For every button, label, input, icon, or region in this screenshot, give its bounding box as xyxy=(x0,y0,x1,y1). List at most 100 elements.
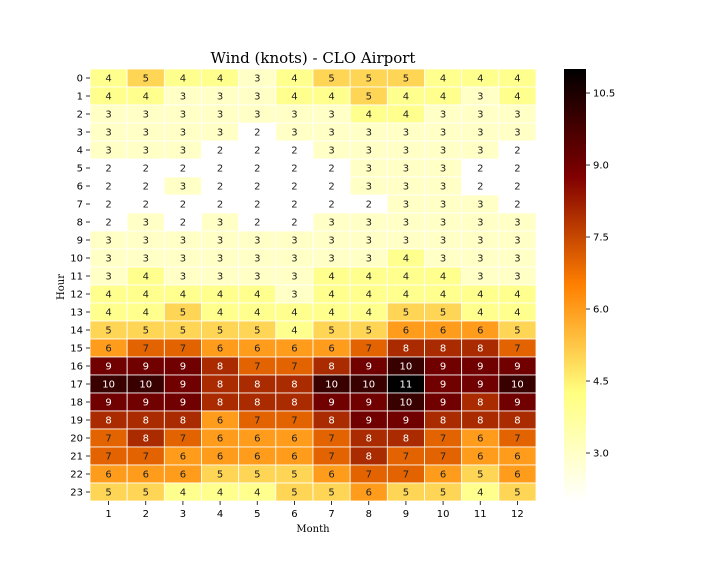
cell-value-label: 7 xyxy=(143,452,149,463)
y-tick-label: 23 xyxy=(70,488,83,499)
cell-value-label: 8 xyxy=(217,380,223,391)
cell-value-label: 3 xyxy=(366,146,372,157)
cell-value-label: 4 xyxy=(403,92,409,103)
x-tick-label: 5 xyxy=(254,509,260,520)
cell-value-label: 10 xyxy=(102,380,115,391)
cell-value-label: 4 xyxy=(217,74,223,85)
y-tick-label: 13 xyxy=(70,308,83,319)
cell-value-label: 6 xyxy=(440,470,446,481)
cell-value-label: 9 xyxy=(514,362,520,373)
cell-value-label: 3 xyxy=(328,236,334,247)
cell-value-label: 3 xyxy=(440,218,446,229)
y-tick-label: 20 xyxy=(70,434,83,445)
cell-value-label: 3 xyxy=(217,218,223,229)
cell-value-label: 3 xyxy=(366,128,372,139)
cell-value-label: 3 xyxy=(217,128,223,139)
cell-value-label: 8 xyxy=(217,362,223,373)
cell-value-label: 8 xyxy=(328,362,334,373)
cell-value-label: 6 xyxy=(291,434,297,445)
cell-value-label: 4 xyxy=(143,92,149,103)
cell-value-label: 3 xyxy=(477,200,483,211)
cell-value-label: 4 xyxy=(143,290,149,301)
cell-value-label: 6 xyxy=(403,326,409,337)
cell-value-label: 3 xyxy=(291,272,297,283)
cell-value-label: 4 xyxy=(217,308,223,319)
cell-value-label: 8 xyxy=(254,380,260,391)
cell-value-label: 2 xyxy=(254,146,260,157)
cell-value-label: 5 xyxy=(105,326,111,337)
cell-value-label: 5 xyxy=(180,326,186,337)
cell-value-label: 3 xyxy=(514,254,520,265)
cell-value-label: 4 xyxy=(105,290,111,301)
cell-value-label: 3 xyxy=(105,146,111,157)
cell-value-label: 6 xyxy=(328,344,334,355)
cell-value-label: 6 xyxy=(291,344,297,355)
cell-value-label: 5 xyxy=(328,326,334,337)
cell-value-label: 3 xyxy=(143,218,149,229)
y-tick-label: 10 xyxy=(70,254,83,265)
cell-value-label: 3 xyxy=(143,146,149,157)
cell-value-label: 2 xyxy=(217,146,223,157)
cell-value-label: 5 xyxy=(403,308,409,319)
cell-value-label: 3 xyxy=(477,110,483,121)
y-tick-label: 4 xyxy=(77,146,83,157)
cell-value-label: 3 xyxy=(217,236,223,247)
cell-value-label: 2 xyxy=(105,200,111,211)
cell-value-label: 6 xyxy=(477,326,483,337)
cell-value-label: 4 xyxy=(366,308,372,319)
cell-value-label: 5 xyxy=(180,308,186,319)
cell-value-label: 2 xyxy=(217,182,223,193)
cell-value-label: 7 xyxy=(143,344,149,355)
cell-value-label: 3 xyxy=(514,236,520,247)
cell-value-label: 5 xyxy=(291,470,297,481)
cell-value-label: 6 xyxy=(254,452,260,463)
cell-value-label: 3 xyxy=(180,254,186,265)
cell-value-label: 2 xyxy=(105,218,111,229)
cell-value-label: 9 xyxy=(514,398,520,409)
cell-value-label: 3 xyxy=(143,110,149,121)
cell-value-label: 6 xyxy=(254,344,260,355)
y-tick-label: 5 xyxy=(77,164,83,175)
cell-value-label: 6 xyxy=(291,452,297,463)
cell-value-label: 3 xyxy=(180,272,186,283)
cell-value-label: 3 xyxy=(180,236,186,247)
cell-value-label: 5 xyxy=(143,74,149,85)
cell-value-label: 3 xyxy=(440,128,446,139)
cell-value-label: 6 xyxy=(143,470,149,481)
cell-value-label: 3 xyxy=(105,110,111,121)
y-tick-label: 1 xyxy=(77,92,83,103)
cell-value-label: 3 xyxy=(403,164,409,175)
cell-value-label: 10 xyxy=(400,398,413,409)
cell-value-label: 9 xyxy=(366,362,372,373)
cell-value-label: 3 xyxy=(180,128,186,139)
cell-value-label: 7 xyxy=(366,344,372,355)
cell-value-label: 9 xyxy=(328,398,334,409)
cell-value-label: 7 xyxy=(105,434,111,445)
cell-value-label: 5 xyxy=(328,74,334,85)
cell-value-label: 2 xyxy=(217,164,223,175)
y-tick-label: 12 xyxy=(70,290,83,301)
cell-value-label: 3 xyxy=(514,110,520,121)
y-tick-label: 3 xyxy=(77,128,83,139)
cell-value-label: 5 xyxy=(328,488,334,499)
cell-value-label: 2 xyxy=(291,146,297,157)
cell-value-label: 7 xyxy=(180,434,186,445)
cell-value-label: 3 xyxy=(477,272,483,283)
cell-value-label: 5 xyxy=(105,488,111,499)
cell-value-label: 5 xyxy=(366,74,372,85)
cell-value-label: 3 xyxy=(328,128,334,139)
cell-value-label: 4 xyxy=(403,272,409,283)
colorbar-tick-label: 6.0 xyxy=(593,305,609,316)
cell-value-label: 4 xyxy=(514,74,520,85)
cell-value-label: 5 xyxy=(217,326,223,337)
cell-value-label: 3 xyxy=(180,110,186,121)
cell-value-label: 3 xyxy=(477,236,483,247)
cell-value-label: 7 xyxy=(254,362,260,373)
cell-value-label: 7 xyxy=(440,434,446,445)
x-tick-label: 11 xyxy=(474,509,487,520)
cell-value-label: 2 xyxy=(291,164,297,175)
cell-value-label: 2 xyxy=(366,200,372,211)
y-tick-label: 19 xyxy=(70,416,83,427)
cell-value-label: 6 xyxy=(105,470,111,481)
heatmap-cells: 4 5 4 4 3 4 5 5 5 4 4 4 4 4 3 3 3 4 4 5 4 4 3 4 3 3 3 3 3 3 3 4 4 3 3 3 3 3 3 3… xyxy=(89,68,537,502)
